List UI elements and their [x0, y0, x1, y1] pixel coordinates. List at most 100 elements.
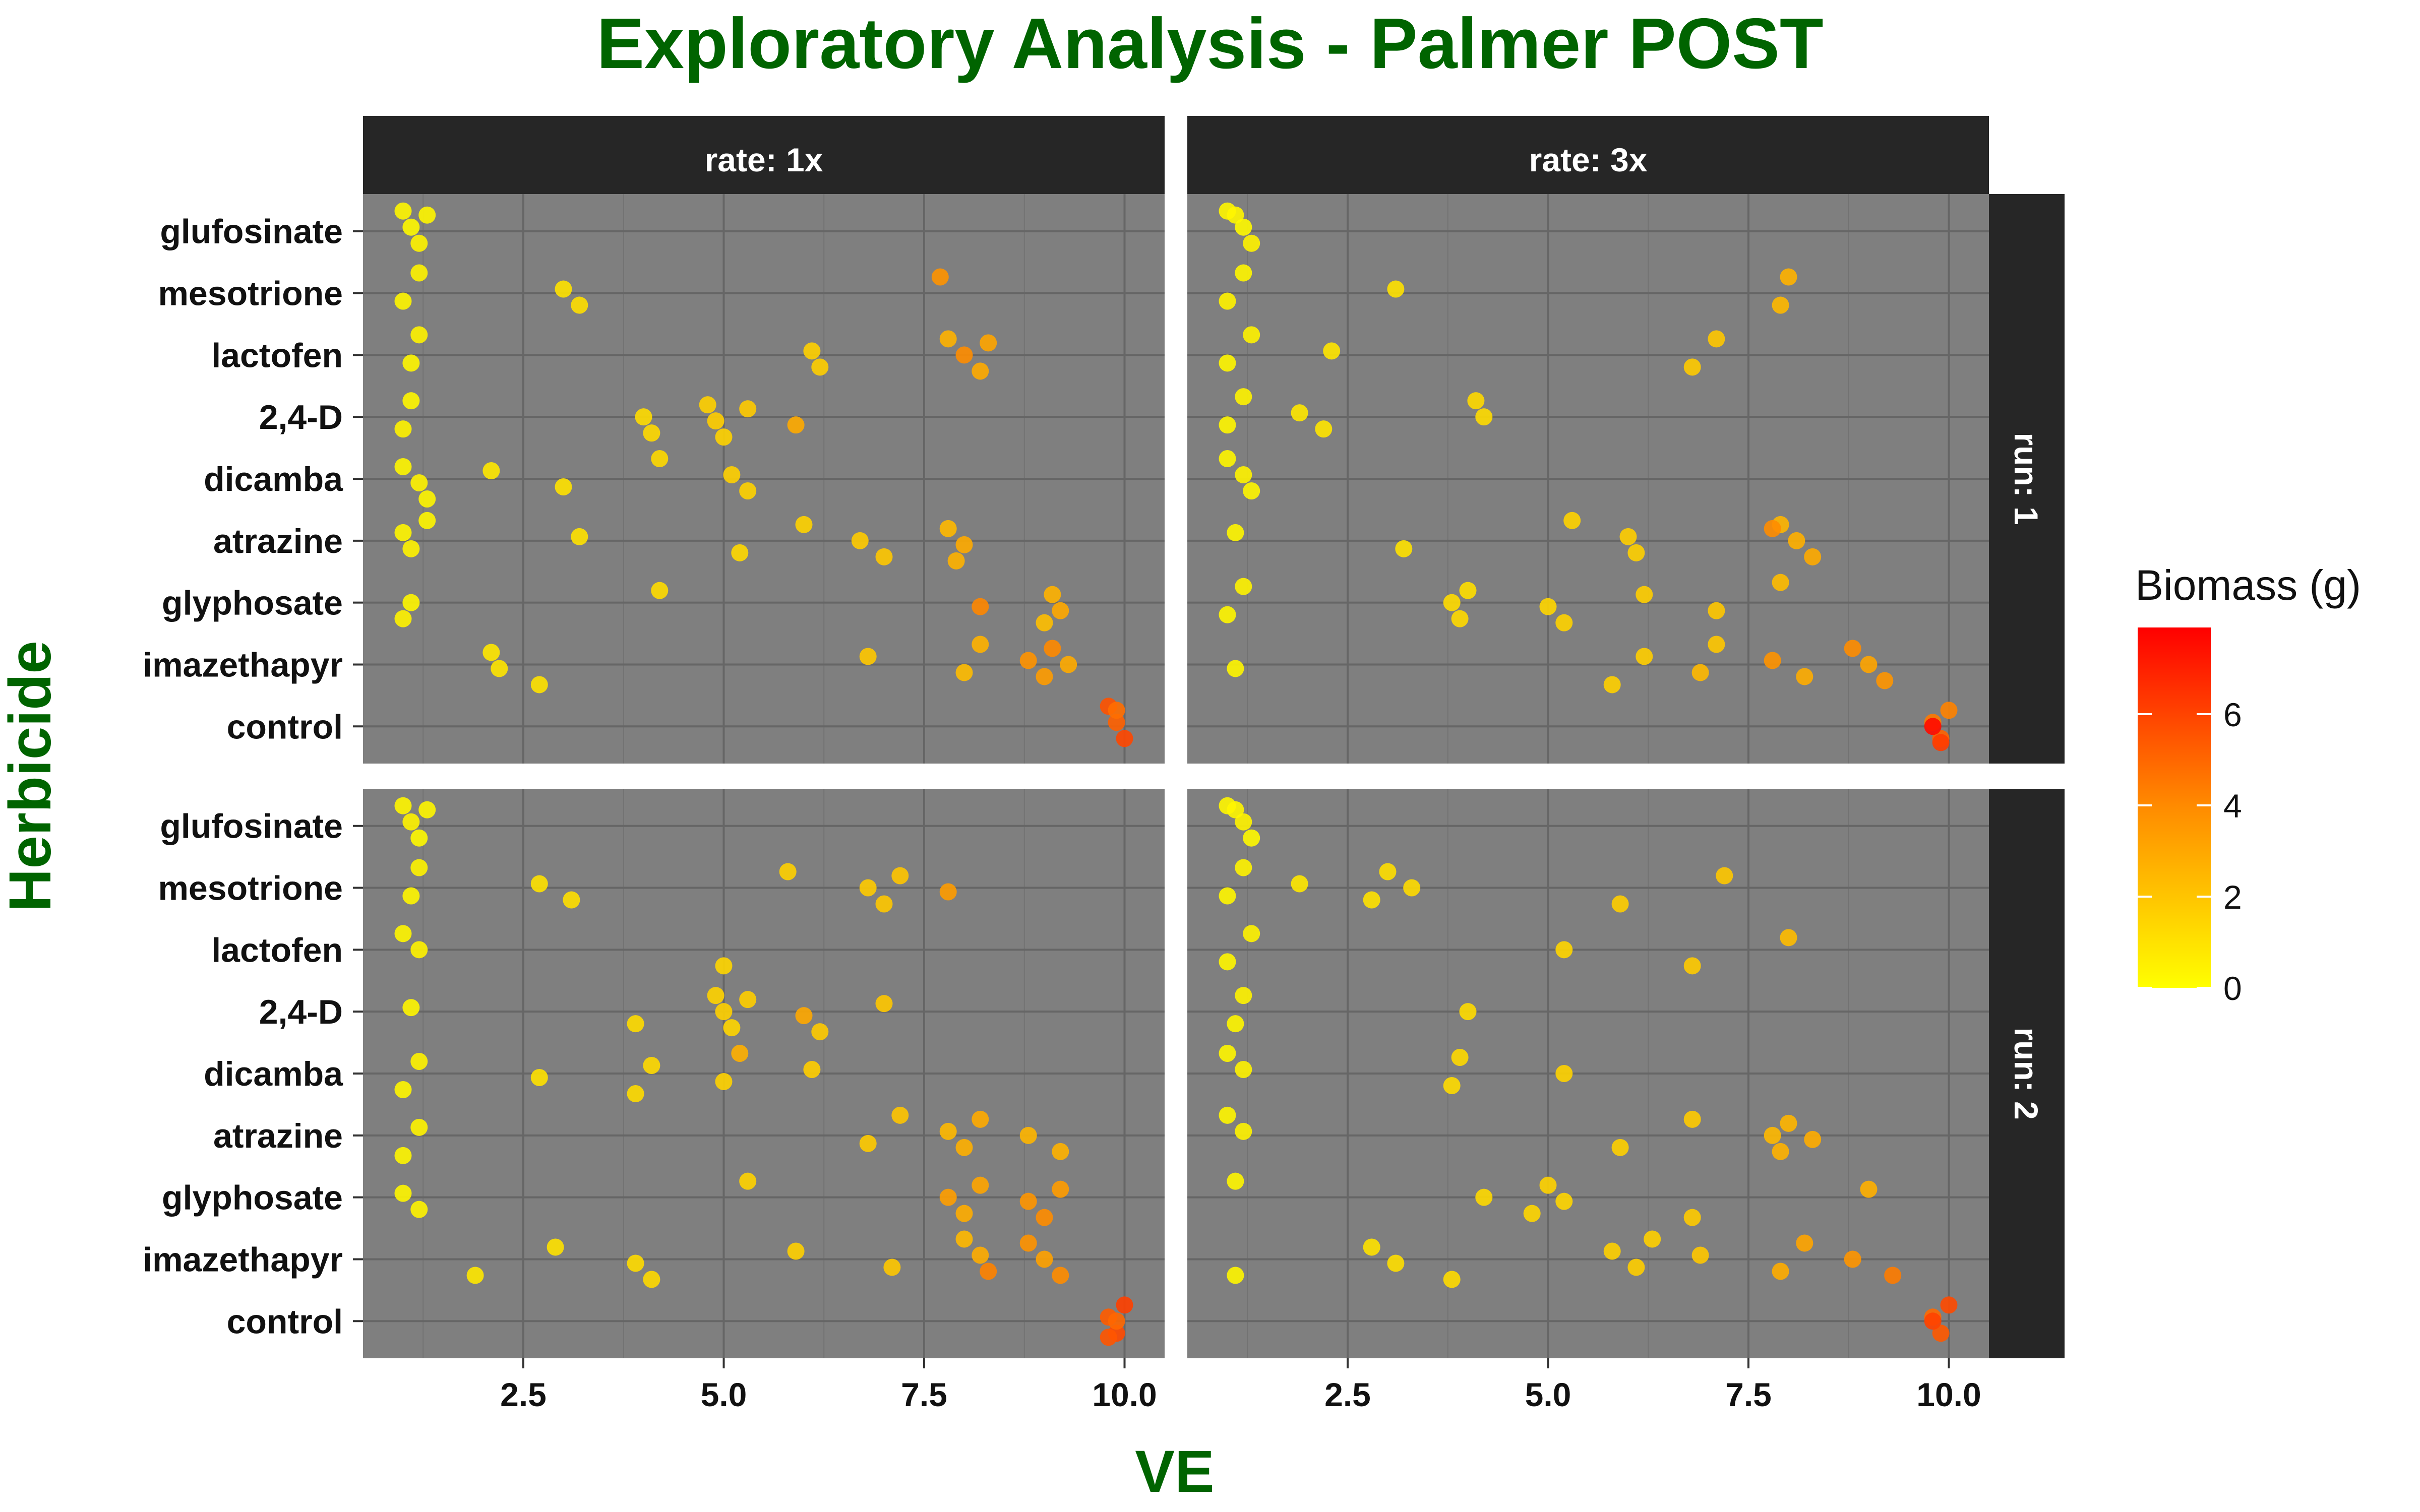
data-point [803, 342, 821, 360]
data-point [739, 482, 757, 499]
y-tick-label: dicamba [204, 1055, 343, 1093]
data-point [555, 280, 572, 298]
data-point [1555, 1192, 1573, 1210]
data-point [1235, 264, 1252, 282]
data-point [891, 1106, 909, 1124]
data-point [1683, 358, 1701, 376]
legend-colorbar [2138, 627, 2211, 988]
data-point [643, 424, 660, 442]
data-point [1036, 668, 1053, 685]
data-point [394, 925, 412, 942]
data-point [972, 362, 989, 380]
data-point [707, 412, 724, 430]
data-point [627, 1254, 644, 1272]
data-point [1219, 1045, 1236, 1062]
data-point [1940, 1296, 1958, 1314]
facet-strip-col-2 [1187, 116, 1989, 194]
data-point [402, 887, 420, 905]
data-point [1860, 656, 1878, 673]
data-point [530, 875, 548, 893]
data-point [1940, 702, 1958, 719]
data-point [1052, 1143, 1069, 1160]
data-point [418, 206, 436, 224]
data-point [1219, 953, 1236, 971]
data-point [1772, 1263, 1789, 1280]
data-point [947, 552, 965, 570]
data-point [643, 1271, 660, 1288]
data-point [1243, 326, 1260, 344]
data-point [402, 813, 420, 831]
data-point [939, 883, 957, 901]
data-point [394, 458, 412, 475]
y-tick-label: imazethapyr [143, 646, 343, 684]
data-point [651, 582, 669, 599]
data-point [410, 264, 428, 282]
data-point [643, 1057, 660, 1074]
data-point [571, 296, 588, 314]
data-point [1539, 1176, 1557, 1194]
data-point [1227, 1172, 1244, 1190]
data-point [1044, 586, 1061, 603]
data-point [875, 995, 893, 1013]
data-point [1772, 1143, 1789, 1160]
data-point [1708, 602, 1725, 619]
data-point [1924, 718, 1942, 735]
data-point [1451, 1049, 1469, 1066]
data-point [1627, 544, 1645, 561]
data-point [811, 1023, 829, 1041]
data-point [955, 1139, 973, 1156]
facet-strip-row-label: run: 2 [2008, 1027, 2045, 1119]
data-point [1467, 392, 1485, 410]
data-point [1555, 614, 1573, 632]
legend-ticks: 0 2 4 6 [2138, 696, 2242, 1007]
x-tick-label: 2.5 [500, 1376, 547, 1413]
data-point [1019, 652, 1037, 669]
data-point [1603, 676, 1621, 694]
data-point [1932, 734, 1950, 751]
data-point [1036, 1209, 1053, 1226]
data-point [1387, 280, 1405, 298]
facet-panels [363, 194, 1989, 1358]
data-point [795, 516, 813, 533]
data-point [787, 416, 805, 434]
data-point [739, 1172, 757, 1190]
data-point [1291, 404, 1308, 422]
data-point [410, 1118, 428, 1136]
data-point [410, 859, 428, 876]
data-point [410, 1201, 428, 1218]
y-tick-label: lactofen [211, 336, 343, 374]
data-point [571, 528, 588, 545]
data-point [1876, 672, 1894, 689]
data-point [859, 1135, 877, 1152]
data-point [875, 895, 893, 913]
data-point [1219, 292, 1236, 310]
y-tick-label: glufosinate [160, 807, 343, 846]
data-point [402, 218, 420, 236]
x-tick-label: 10.0 [1916, 1376, 1981, 1413]
legend-tick-label: 6 [2223, 696, 2242, 733]
data-point [1619, 528, 1637, 545]
data-point [394, 797, 412, 814]
data-point [1227, 660, 1244, 677]
data-point [1780, 268, 1797, 286]
data-point [1243, 482, 1260, 499]
data-point [811, 358, 829, 376]
data-point [1772, 296, 1789, 314]
data-point [1764, 652, 1781, 669]
legend-tick-label: 2 [2223, 878, 2242, 916]
data-point [563, 891, 580, 909]
data-point [1764, 1126, 1781, 1144]
data-point [1243, 829, 1260, 847]
facet-strip-row-label: run: 1 [2008, 432, 2045, 525]
data-point [394, 292, 412, 310]
data-point [1539, 598, 1557, 615]
y-tick-label: dicamba [204, 460, 343, 498]
data-point [418, 490, 436, 508]
y-tick-label: imazethapyr [143, 1240, 343, 1279]
x-tick-label: 10.0 [1092, 1376, 1157, 1413]
data-point [1227, 1015, 1244, 1033]
data-point [1243, 925, 1260, 942]
data-point [410, 234, 428, 252]
data-point [1235, 1122, 1252, 1140]
